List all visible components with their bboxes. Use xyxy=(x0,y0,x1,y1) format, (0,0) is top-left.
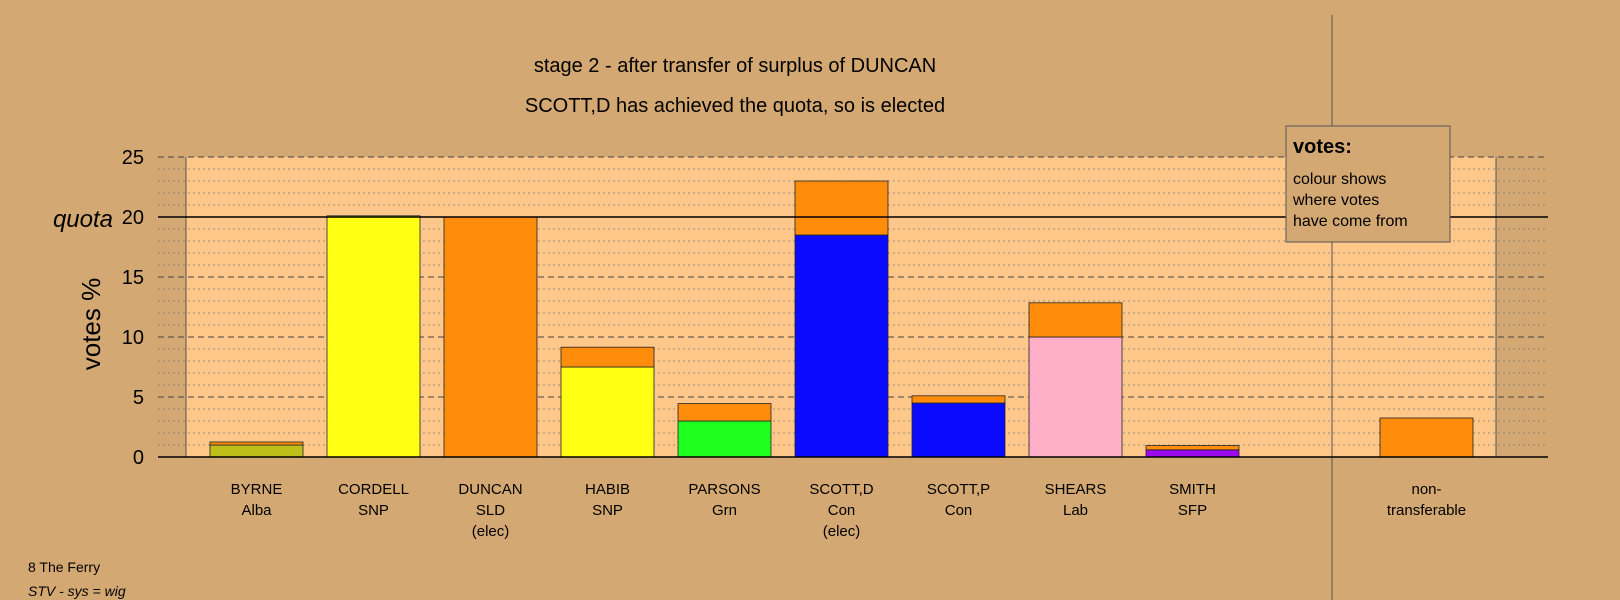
candidate-party: Con xyxy=(945,502,973,519)
nontransferable-label: transferable xyxy=(1387,502,1466,519)
candidate-name: DUNCAN xyxy=(458,481,522,498)
legend: votes: colour shows where votes have com… xyxy=(1285,125,1451,243)
candidate-party: Alba xyxy=(241,502,272,519)
bar-segment-nontransferable-0 xyxy=(1379,417,1474,458)
y-tick-label: 0 xyxy=(133,447,144,469)
bar-segment-scottd-1 xyxy=(794,180,889,236)
candidate-name: CORDELL xyxy=(338,481,409,498)
candidate-name: SHEARS xyxy=(1045,481,1107,498)
legend-line-1: colour shows xyxy=(1293,171,1386,188)
bar-segment-parsons-1 xyxy=(677,403,772,422)
bar-segment-parsons-0 xyxy=(677,420,772,458)
bar-segment-habib-0 xyxy=(560,366,655,458)
y-tick-label: 25 xyxy=(122,147,144,169)
bar-segment-habib-1 xyxy=(560,346,655,368)
quota-label: quota xyxy=(53,206,113,233)
candidate-party: Lab xyxy=(1063,502,1088,519)
bar-segment-duncan-0 xyxy=(443,216,538,458)
candidate-name: SMITH xyxy=(1169,481,1216,498)
bar-segment-smith-1 xyxy=(1145,445,1240,451)
candidate-party: SFP xyxy=(1178,502,1207,519)
bar-segment-shears-0 xyxy=(1028,336,1123,458)
candidate-status: (elec) xyxy=(472,523,510,540)
bar-segment-shears-1 xyxy=(1028,302,1123,338)
y-axis-label: votes % xyxy=(76,278,106,371)
chart-subtitle: SCOTT,D has achieved the quota, so is el… xyxy=(525,95,945,117)
bar-segment-scottd-0 xyxy=(794,234,889,458)
candidate-party: SLD xyxy=(476,502,505,519)
candidate-party: SNP xyxy=(358,502,389,519)
voting-system: STV - sys = wig xyxy=(28,583,126,599)
chart-title: stage 2 - after transfer of surplus of D… xyxy=(534,55,936,77)
ward-name: 8 The Ferry xyxy=(28,559,100,575)
candidate-name: SCOTT,P xyxy=(927,481,990,498)
candidate-party: SNP xyxy=(592,502,623,519)
y-tick-label: 10 xyxy=(122,327,144,349)
candidate-name: SCOTT,D xyxy=(809,481,873,498)
y-tick-label: 20 xyxy=(122,207,144,229)
candidate-name: PARSONS xyxy=(688,481,760,498)
bar-segment-scottp-1 xyxy=(911,395,1006,404)
y-tick-label: 15 xyxy=(122,267,144,289)
legend-line-2: where votes xyxy=(1292,192,1379,209)
bar-segment-byrne-1 xyxy=(209,441,304,446)
bar-segment-byrne-0 xyxy=(209,444,304,458)
candidate-party: Grn xyxy=(712,502,737,519)
bar-segment-smith-0 xyxy=(1145,449,1240,458)
bar-segment-cordell-0 xyxy=(326,215,421,458)
candidate-party: Con xyxy=(828,502,856,519)
candidate-status: (elec) xyxy=(823,523,861,540)
nontransferable-label: non- xyxy=(1411,481,1441,498)
legend-line-3: have come from xyxy=(1293,213,1408,230)
y-tick-label: 5 xyxy=(133,387,144,409)
candidate-name: BYRNE xyxy=(231,481,283,498)
candidate-name: HABIB xyxy=(585,481,630,498)
legend-title: votes: xyxy=(1293,136,1352,158)
bar-segment-scottp-0 xyxy=(911,402,1006,458)
